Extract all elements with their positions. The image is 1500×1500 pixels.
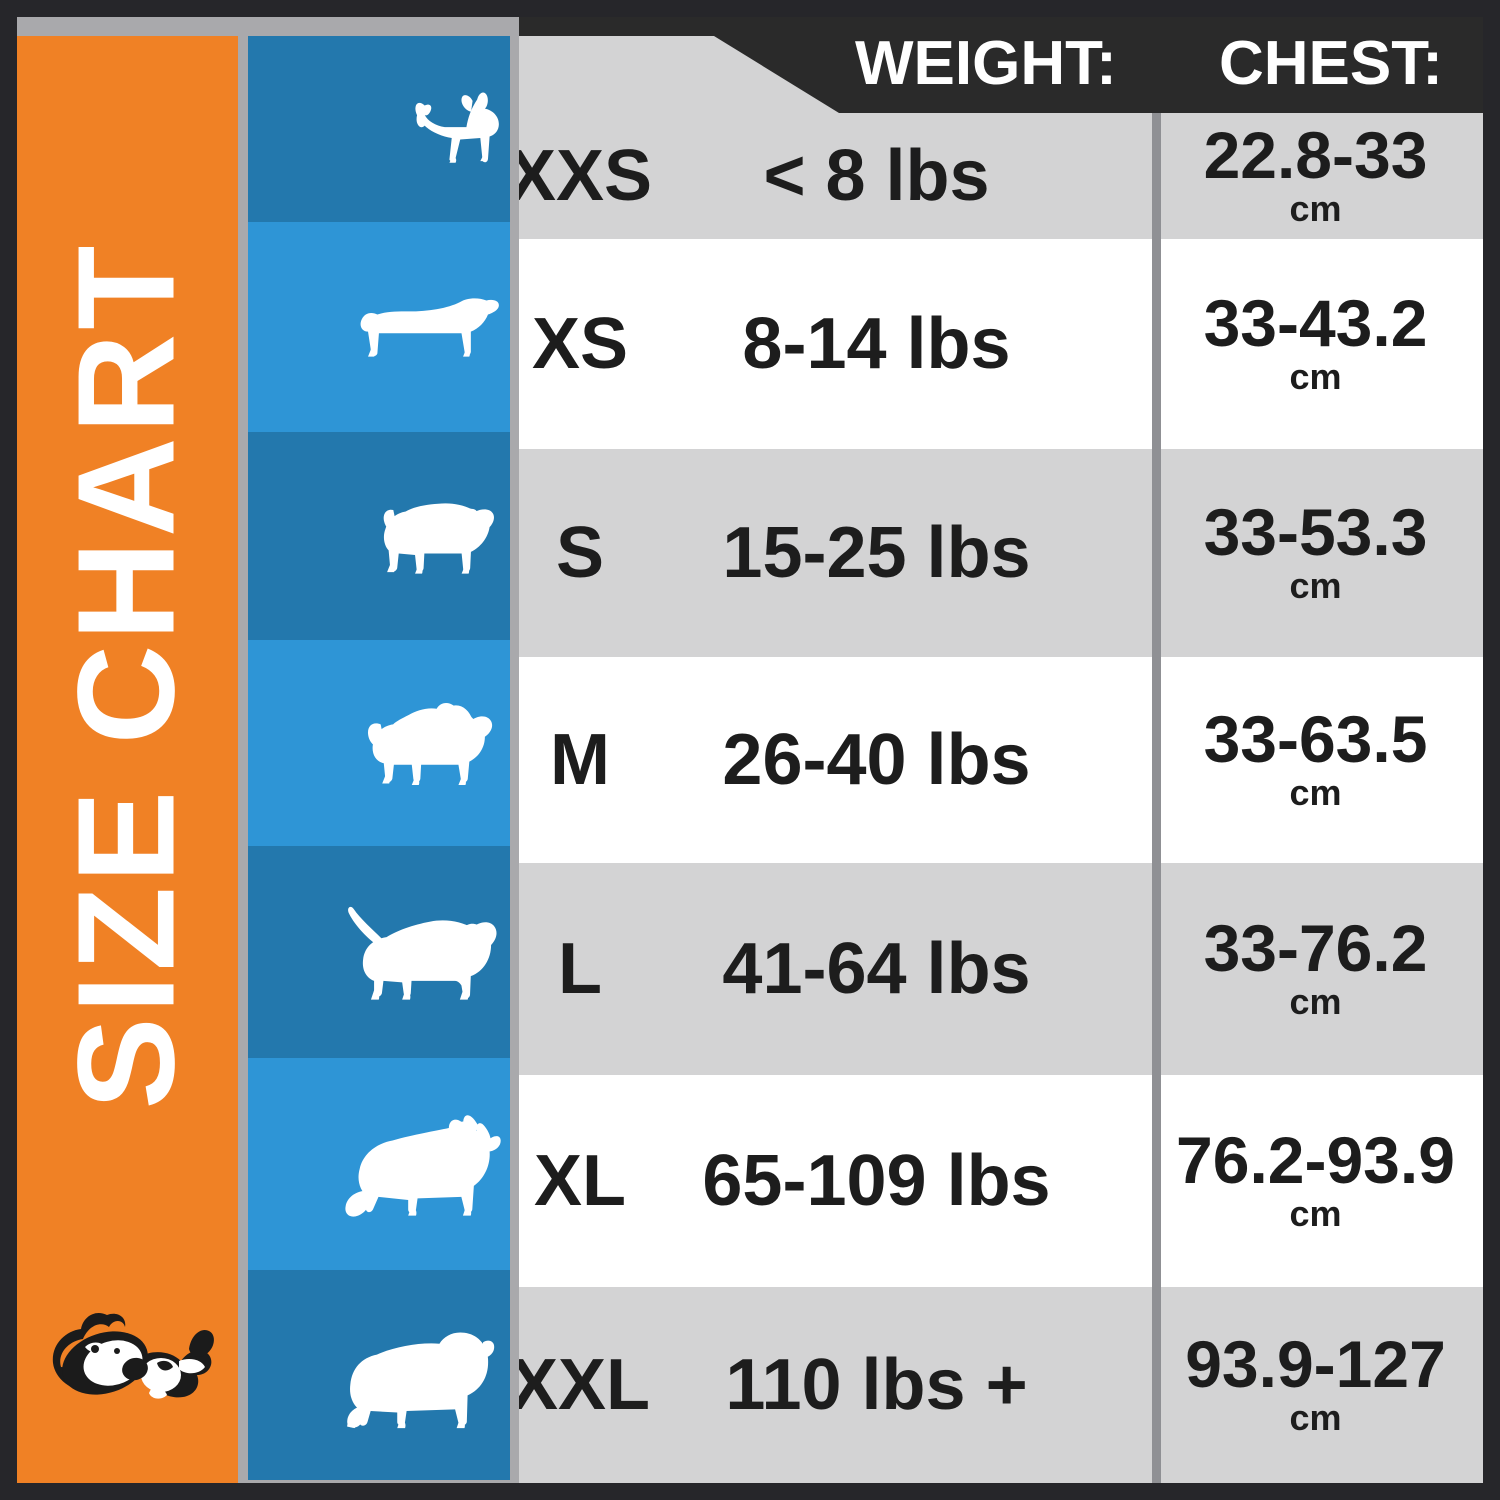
chest-unit: cm [1289, 355, 1342, 397]
size-cell: XXS [519, 136, 653, 216]
chest-cell: 33-63.5 cm [1148, 701, 1483, 813]
mastiff-silhouette-icon [330, 1320, 502, 1430]
chest-value: 22.8-33 [1203, 117, 1428, 192]
chihuahua-silhouette-icon [386, 87, 502, 172]
chest-cell: 93.9-127 cm [1148, 1326, 1483, 1438]
size-cell: L [558, 929, 602, 1009]
chest-cell: 33-53.3 cm [1148, 494, 1483, 606]
chest-cell: 76.2-93.9 cm [1148, 1122, 1483, 1234]
table-body: XXS < 8 lbs 22.8-33 cm XS 8-14 lbs 33-43… [519, 113, 1483, 1483]
chest-unit: cm [1289, 564, 1342, 606]
border-bottom [0, 1483, 1500, 1500]
table-row: XL 65-109 lbs 76.2-93.9 cm [519, 1075, 1483, 1287]
page-title: SIZE CHART [49, 241, 204, 1110]
table-row: L 41-64 lbs 33-76.2 cm [519, 863, 1483, 1075]
table-row: S 15-25 lbs 33-53.3 cm [519, 449, 1483, 657]
dog-cell-l [248, 846, 510, 1058]
table-row: M 26-40 lbs 33-63.5 cm [519, 657, 1483, 863]
border-top [0, 0, 1500, 17]
chest-value: 93.9-127 [1185, 1326, 1446, 1401]
chest-column-header: CHEST: [1219, 29, 1443, 98]
weight-cell: < 8 lbs [763, 136, 990, 216]
chest-cell: 33-76.2 cm [1148, 910, 1483, 1022]
chest-value: 76.2-93.9 [1176, 1122, 1455, 1197]
dog-cell-xs [248, 222, 510, 432]
dachshund-silhouette-icon [354, 288, 502, 366]
table-row: XXL 110 lbs + 93.9-127 cm [519, 1287, 1483, 1483]
table-header: WEIGHT: CHEST: [519, 17, 1483, 113]
chest-unit: cm [1289, 1396, 1342, 1438]
table-row: XS 8-14 lbs 33-43.2 cm [519, 239, 1483, 449]
title-column: SIZE CHART [17, 36, 238, 1483]
size-cell: XS [531, 304, 629, 384]
chest-unit: cm [1289, 771, 1342, 813]
weight-cell: 65-109 lbs [702, 1141, 1051, 1221]
data-panel: WEIGHT: CHEST: XXS < 8 lbs 22.8-33 cm XS… [519, 17, 1483, 1483]
chest-value: 33-63.5 [1203, 701, 1428, 776]
chest-cell: 22.8-33 cm [1148, 117, 1483, 229]
dog-cell-m [248, 640, 510, 846]
chest-unit: cm [1289, 1192, 1342, 1234]
chest-unit: cm [1289, 980, 1342, 1022]
border-left [0, 0, 17, 1500]
weight-cell: 26-40 lbs [722, 720, 1031, 800]
dog-cell-s [248, 432, 510, 640]
column-divider [1152, 113, 1161, 1483]
weight-cell: 15-25 lbs [722, 513, 1031, 593]
dog-logo-icon [39, 1305, 219, 1425]
beagle-silhouette-icon [346, 901, 502, 1003]
weight-column-header: WEIGHT: [855, 29, 1117, 98]
weight-cell: 8-14 lbs [742, 304, 1011, 384]
chest-value: 33-53.3 [1203, 494, 1428, 569]
size-cell: XL [533, 1141, 626, 1221]
table-row: XXS < 8 lbs 22.8-33 cm [519, 113, 1483, 239]
pug-silhouette-icon [370, 491, 502, 581]
schnauzer-silhouette-icon [362, 696, 502, 790]
chest-value: 33-76.2 [1203, 910, 1428, 985]
size-cell: M [550, 720, 610, 800]
chest-unit: cm [1289, 187, 1342, 229]
dog-cell-xxl [248, 1270, 510, 1480]
weight-cell: 110 lbs + [725, 1345, 1028, 1425]
chest-value: 33-43.2 [1203, 285, 1428, 360]
german-shepherd-silhouette-icon [330, 1109, 502, 1219]
size-cell: S [555, 513, 605, 593]
chest-cell: 33-43.2 cm [1148, 285, 1483, 397]
dog-cell-xxs [248, 36, 510, 222]
weight-cell: 41-64 lbs [722, 929, 1031, 1009]
border-right [1483, 0, 1500, 1500]
dog-silhouette-column [248, 36, 510, 1483]
dog-cell-xl [248, 1058, 510, 1270]
size-cell: XXL [519, 1345, 651, 1425]
header-notch [519, 36, 839, 113]
